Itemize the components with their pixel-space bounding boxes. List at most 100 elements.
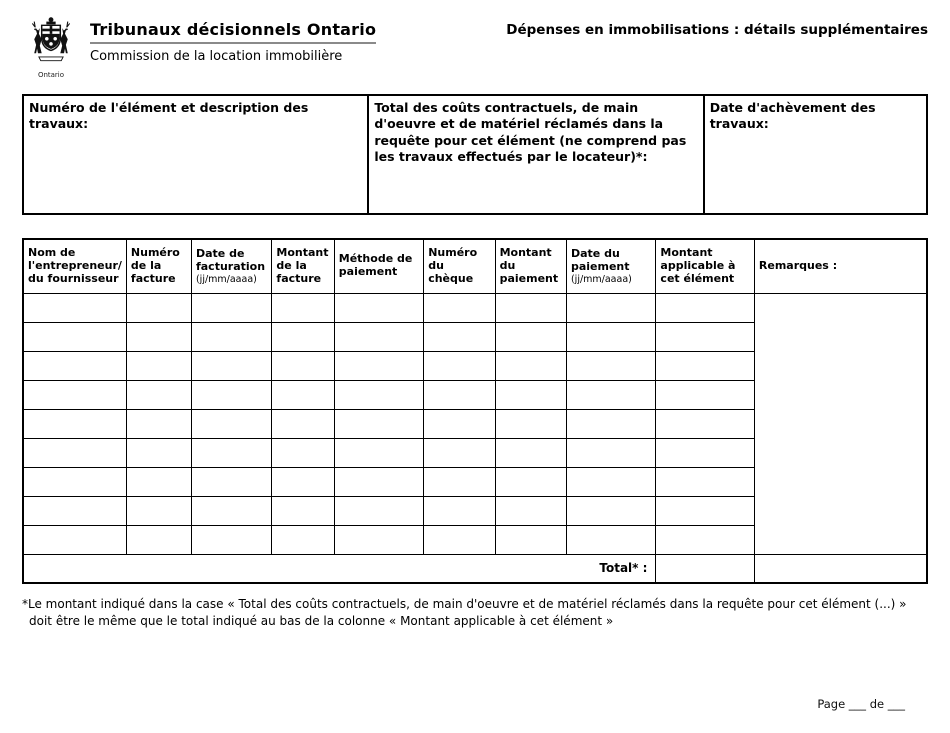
entry-cell-numero-cheque[interactable] — [423, 524, 496, 555]
entry-cell-methode-paiement[interactable] — [333, 350, 425, 381]
table-row — [22, 321, 927, 352]
entry-cell-numero-cheque[interactable] — [423, 379, 496, 410]
entry-cell-montant-applicable[interactable] — [655, 437, 755, 468]
entry-cell-montant-paiement[interactable] — [494, 292, 567, 323]
total-row: Total* : — [22, 553, 927, 584]
entry-cell-nom-entrepreneur[interactable] — [22, 379, 127, 410]
entry-cell-numero-facture[interactable] — [125, 379, 192, 410]
column-header-nom-entrepreneur: Nom de l'entrepreneur/ du fournisseur — [22, 238, 127, 294]
entry-cell-numero-cheque[interactable] — [423, 292, 496, 323]
entry-cell-numero-facture[interactable] — [125, 524, 192, 555]
entry-cell-nom-entrepreneur[interactable] — [22, 350, 127, 381]
column-header-montant-applicable: Montant applicable à cet élément — [655, 238, 755, 294]
entry-cell-numero-facture[interactable] — [125, 408, 192, 439]
entry-cell-montant-facture[interactable] — [271, 292, 335, 323]
entry-cell-date-paiement[interactable] — [565, 350, 657, 381]
entry-cell-nom-entrepreneur[interactable] — [22, 321, 127, 352]
entry-cell-date-paiement[interactable] — [565, 437, 657, 468]
entry-cell-montant-applicable[interactable] — [655, 524, 755, 555]
entry-cell-date-paiement[interactable] — [565, 292, 657, 323]
table-row — [22, 350, 927, 381]
entry-cell-numero-cheque[interactable] — [423, 408, 496, 439]
entry-cell-montant-facture[interactable] — [271, 350, 335, 381]
entry-cell-date-paiement[interactable] — [565, 379, 657, 410]
entry-cell-montant-paiement[interactable] — [494, 466, 567, 497]
entry-cell-montant-paiement[interactable] — [494, 350, 567, 381]
entry-cell-montant-facture[interactable] — [271, 321, 335, 352]
total-amount-cell[interactable] — [655, 553, 755, 584]
entry-cell-nom-entrepreneur[interactable] — [22, 524, 127, 555]
details-table-body — [22, 292, 928, 555]
entry-cell-date-facturation[interactable] — [190, 379, 273, 410]
entry-cell-montant-facture[interactable] — [271, 379, 335, 410]
entry-cell-date-paiement[interactable] — [565, 466, 657, 497]
entry-cell-nom-entrepreneur[interactable] — [22, 292, 127, 323]
entry-cell-numero-cheque[interactable] — [423, 350, 496, 381]
entry-cell-nom-entrepreneur[interactable] — [22, 437, 127, 468]
entry-cell-numero-facture[interactable] — [125, 321, 192, 352]
entry-cell-numero-cheque[interactable] — [423, 495, 496, 526]
entry-cell-montant-paiement[interactable] — [494, 437, 567, 468]
footnote-line-1: *Le montant indiqué dans la case « Total… — [22, 597, 907, 611]
entry-cell-methode-paiement[interactable] — [333, 524, 425, 555]
column-header-date-facturation: Date de facturation (jj/mm/aaaa) — [190, 238, 273, 294]
entry-cell-montant-applicable[interactable] — [655, 292, 755, 323]
entry-cell-date-paiement[interactable] — [565, 495, 657, 526]
entry-cell-date-facturation[interactable] — [190, 466, 273, 497]
entry-cell-methode-paiement[interactable] — [333, 437, 425, 468]
entry-cell-nom-entrepreneur[interactable] — [22, 495, 127, 526]
entry-cell-numero-cheque[interactable] — [423, 321, 496, 352]
entry-cell-date-facturation[interactable] — [190, 350, 273, 381]
entry-cell-date-paiement[interactable] — [565, 524, 657, 555]
entry-cell-nom-entrepreneur[interactable] — [22, 408, 127, 439]
entry-cell-montant-facture[interactable] — [271, 437, 335, 468]
entry-cell-methode-paiement[interactable] — [333, 495, 425, 526]
entry-cell-numero-facture[interactable] — [125, 292, 192, 323]
entry-cell-methode-paiement[interactable] — [333, 321, 425, 352]
entry-cell-montant-facture[interactable] — [271, 495, 335, 526]
entry-cell-montant-paiement[interactable] — [494, 524, 567, 555]
entry-cell-date-facturation[interactable] — [190, 524, 273, 555]
field-numero-element-description[interactable]: Numéro de l'élément et description des t… — [21, 94, 370, 215]
entry-cell-numero-facture[interactable] — [125, 466, 192, 497]
entry-cell-remarques[interactable] — [753, 292, 928, 555]
field-total-couts-contractuels[interactable]: Total des coûts contractuels, de main d'… — [367, 94, 705, 215]
entry-cell-methode-paiement[interactable] — [333, 408, 425, 439]
entry-cell-date-paiement[interactable] — [565, 408, 657, 439]
entry-cell-montant-paiement[interactable] — [494, 379, 567, 410]
entry-cell-montant-applicable[interactable] — [655, 495, 755, 526]
entry-cell-montant-facture[interactable] — [271, 524, 335, 555]
entry-cell-methode-paiement[interactable] — [333, 379, 425, 410]
entry-cell-montant-applicable[interactable] — [655, 321, 755, 352]
entry-cell-montant-facture[interactable] — [271, 466, 335, 497]
ontario-logo: Ontario — [22, 16, 80, 79]
entry-cell-numero-facture[interactable] — [125, 350, 192, 381]
entry-cell-methode-paiement[interactable] — [333, 466, 425, 497]
entry-cell-montant-paiement[interactable] — [494, 495, 567, 526]
entry-cell-date-facturation[interactable] — [190, 408, 273, 439]
entry-cell-montant-applicable[interactable] — [655, 408, 755, 439]
table-row — [22, 437, 927, 468]
column-header-date-paiement: Date du paiement (jj/mm/aaaa) — [565, 238, 657, 294]
entry-cell-montant-applicable[interactable] — [655, 379, 755, 410]
entry-cell-date-facturation[interactable] — [190, 437, 273, 468]
entry-cell-numero-facture[interactable] — [125, 437, 192, 468]
entry-cell-date-facturation[interactable] — [190, 495, 273, 526]
entry-cell-numero-cheque[interactable] — [423, 437, 496, 468]
table-row — [22, 466, 927, 497]
entry-cell-montant-facture[interactable] — [271, 408, 335, 439]
entry-cell-date-facturation[interactable] — [190, 292, 273, 323]
column-subheader-date-facturation: (jj/mm/aaaa) — [195, 273, 257, 285]
entry-cell-montant-paiement[interactable] — [494, 408, 567, 439]
entry-cell-date-facturation[interactable] — [190, 321, 273, 352]
entry-cell-montant-applicable[interactable] — [655, 466, 755, 497]
entry-cell-numero-facture[interactable] — [125, 495, 192, 526]
column-subheader-date-paiement: (jj/mm/aaaa) — [570, 273, 632, 285]
entry-cell-numero-cheque[interactable] — [423, 466, 496, 497]
entry-cell-montant-paiement[interactable] — [494, 321, 567, 352]
entry-cell-nom-entrepreneur[interactable] — [22, 466, 127, 497]
entry-cell-montant-applicable[interactable] — [655, 350, 755, 381]
field-date-achevement[interactable]: Date d'achèvement des travaux: — [702, 94, 929, 215]
entry-cell-methode-paiement[interactable] — [333, 292, 425, 323]
entry-cell-date-paiement[interactable] — [565, 321, 657, 352]
